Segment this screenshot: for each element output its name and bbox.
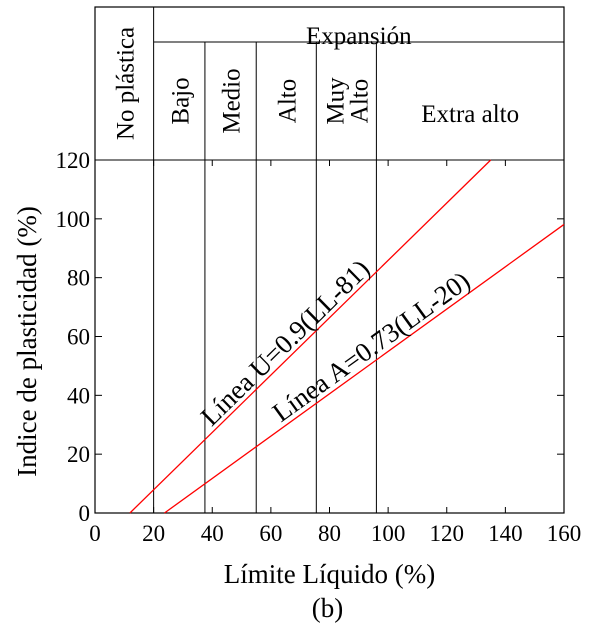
no-plastica-label: No plástica <box>112 27 139 140</box>
y-tick-label: 120 <box>56 148 91 173</box>
x-tick-label: 0 <box>89 521 101 546</box>
axis-ticks: 0 20 40 60 80 100 120 140 160 0 20 40 60 80 100 120 <box>56 148 582 546</box>
level-medio-label-line: Medio <box>219 68 246 133</box>
expansion-zones: No plástica Expansión Bajo Medio Alto MuyAl… <box>112 23 519 140</box>
x-tick-label: 20 <box>142 521 165 546</box>
series-lines: Línea U=0.9(LL-81)Línea A=0.73(LL-20) <box>129 159 565 514</box>
x-tick-label: 160 <box>547 521 582 546</box>
level-extra-alto-label: Extra alto <box>421 101 519 128</box>
y-tick-label: 100 <box>56 207 91 232</box>
x-tick-label: 60 <box>259 521 282 546</box>
y-tick-label: 40 <box>67 383 90 408</box>
x-tick-label: 100 <box>371 521 406 546</box>
y-tick-label: 0 <box>79 501 91 526</box>
x-tick-label: 80 <box>318 521 341 546</box>
x-tick-label: 40 <box>201 521 224 546</box>
y-axis-label: Indice de plasticidad (%) <box>12 206 42 477</box>
zone-boundaries <box>153 7 564 513</box>
level-alto-label: Alto <box>274 79 301 123</box>
u-line <box>129 159 492 514</box>
y-tick-label: 60 <box>67 325 90 350</box>
x-tick-label: 120 <box>430 521 465 546</box>
x-axis-label: Límite Líquido (%) <box>224 559 435 589</box>
x-tick-label: 140 <box>488 521 523 546</box>
level-muy-alto-label-line: Alto <box>346 79 373 123</box>
level-alto-label-line: Alto <box>274 79 301 123</box>
a-line <box>164 223 565 514</box>
level-medio-label: Medio <box>219 68 246 133</box>
level-muy-alto-label-line: Muy <box>322 77 349 125</box>
level-bajo-label: Bajo <box>167 77 194 124</box>
y-tick-label: 20 <box>67 442 90 467</box>
expansion-title: Expansión <box>306 23 412 50</box>
level-bajo-label-line: Bajo <box>167 77 194 124</box>
y-tick-label: 80 <box>67 266 90 291</box>
figure-caption: (b) <box>312 593 343 623</box>
